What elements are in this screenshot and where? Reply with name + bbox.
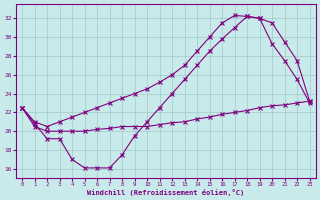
X-axis label: Windchill (Refroidissement éolien,°C): Windchill (Refroidissement éolien,°C)	[87, 189, 244, 196]
